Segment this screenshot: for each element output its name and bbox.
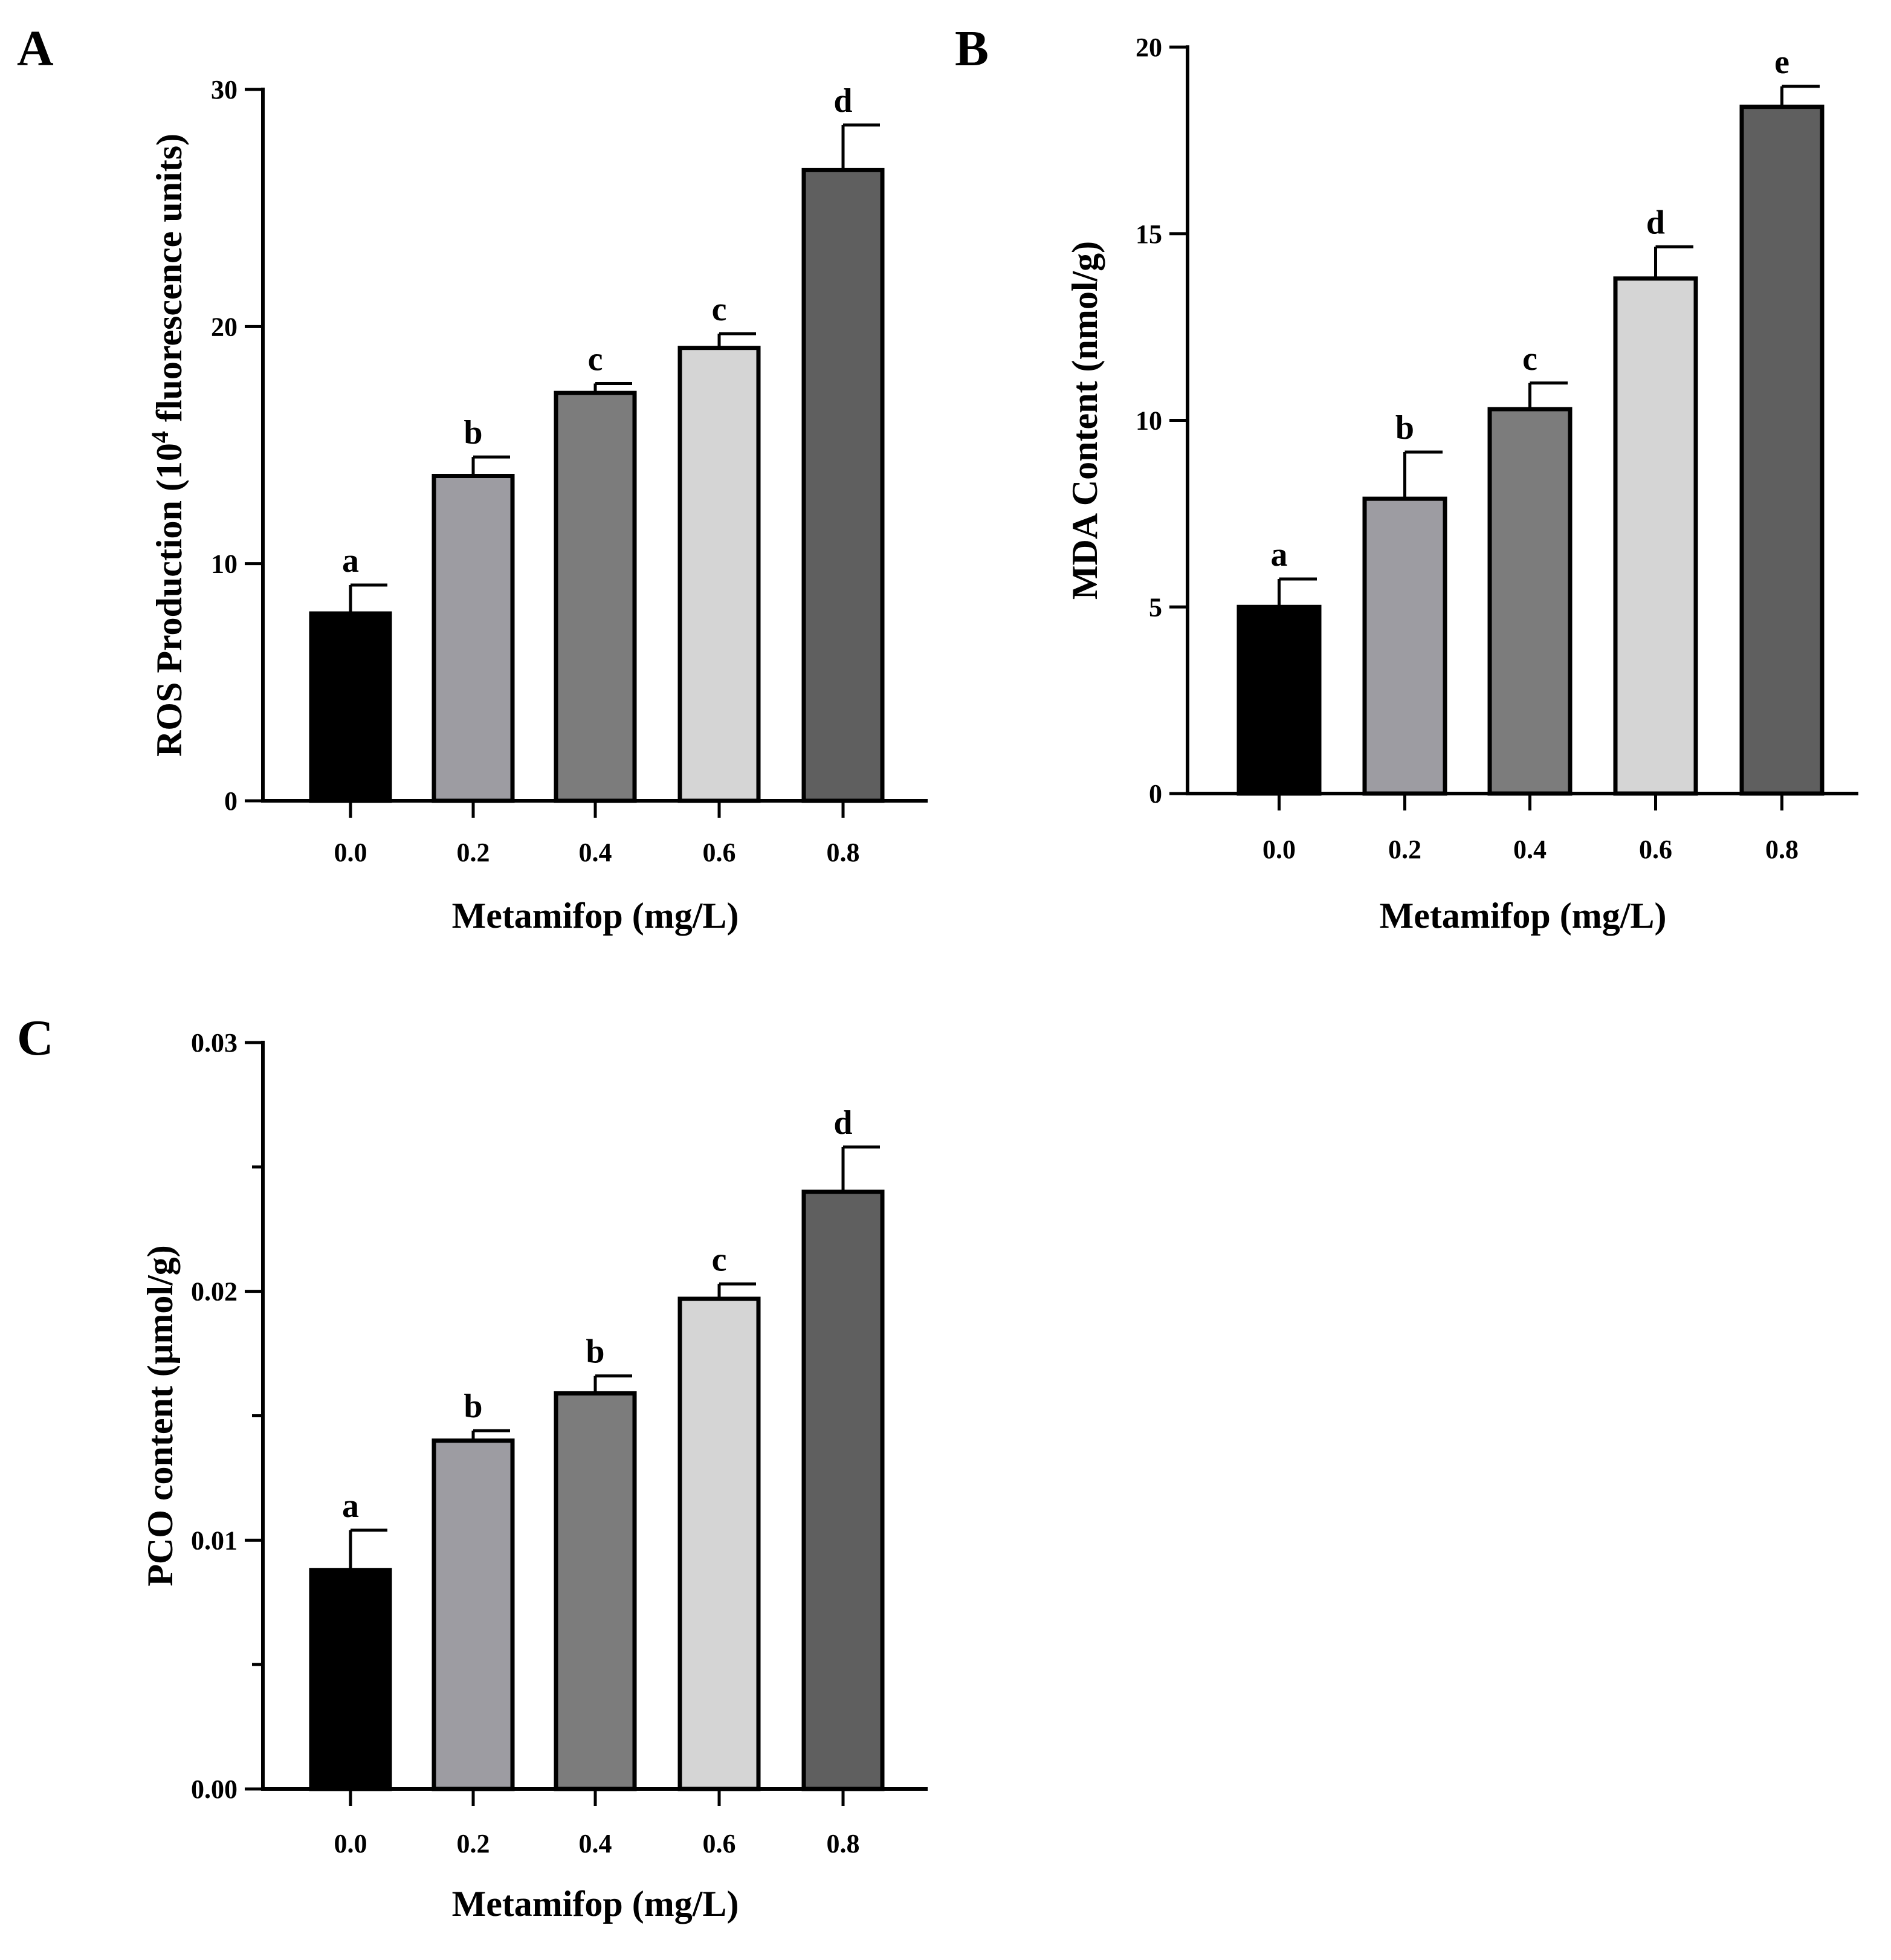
y-tick-label: 10 xyxy=(211,549,238,579)
x-tick-label: 0.8 xyxy=(1765,835,1799,864)
y-axis-title: ROS Production (104 fluorescence units) xyxy=(146,134,190,757)
y-axis-title: MDA Content (nmol/g) xyxy=(1065,241,1105,600)
bar xyxy=(677,1296,761,1791)
significance-letter: b xyxy=(1395,409,1414,447)
x-tick-label: 0.2 xyxy=(1388,835,1421,864)
x-tick-label: 0.6 xyxy=(703,1829,736,1858)
y-tick-label: 30 xyxy=(211,75,238,105)
y-tick-label: 0.01 xyxy=(191,1525,238,1555)
bar xyxy=(1487,407,1573,796)
x-tick-label: 0.0 xyxy=(334,1829,367,1858)
significance-letter: b xyxy=(464,414,482,451)
x-axis-title: Metamifop (mg/L) xyxy=(452,896,739,936)
significance-letter: a xyxy=(342,1487,359,1525)
panel-B: B 0 5 10 15 20 a 0.0 b 0.2 c 0.4 d 0.6 e 0.8 Metamifop (… xyxy=(955,21,1858,936)
y-tick-label: 20 xyxy=(211,312,238,341)
significance-letter: c xyxy=(588,340,603,378)
x-tick-label: 0.0 xyxy=(1262,835,1296,864)
y-tick-label: 10 xyxy=(1136,406,1162,436)
y-tick-label: 20 xyxy=(1136,33,1162,62)
y-tick-label: 5 xyxy=(1149,592,1162,622)
bar xyxy=(554,1391,637,1791)
panel-C: C 0.00 0.01 0.02 0.03 a 0.0 b 0.2 b 0.4 c 0.6 d 0.8 Met… xyxy=(17,1010,928,1924)
bar xyxy=(1739,105,1825,796)
x-tick-label: 0.4 xyxy=(579,838,612,867)
bar xyxy=(554,390,637,803)
x-tick-label: 0.2 xyxy=(457,838,490,867)
bar xyxy=(801,167,885,803)
significance-letter: d xyxy=(1646,204,1665,241)
y-tick-label: 0.02 xyxy=(191,1277,238,1307)
y-tick-label: 15 xyxy=(1136,219,1162,249)
bar xyxy=(432,474,515,803)
x-tick-label: 0.4 xyxy=(1513,835,1547,864)
bar xyxy=(677,346,761,803)
y-tick-label: 0.03 xyxy=(191,1028,238,1058)
significance-letter: d xyxy=(833,1104,852,1142)
x-tick-label: 0.2 xyxy=(457,1829,490,1858)
y-axis-title: PCO content (µmol/g) xyxy=(140,1245,180,1586)
significance-letter: b xyxy=(464,1388,482,1425)
y-tick-label: 0.00 xyxy=(191,1774,238,1804)
bar xyxy=(1362,496,1447,796)
x-tick-label: 0.6 xyxy=(1639,835,1672,864)
panel-label: A xyxy=(17,21,54,77)
bar xyxy=(309,1568,392,1791)
bar xyxy=(801,1189,885,1791)
y-tick-label: 0 xyxy=(1149,779,1162,809)
x-axis-title: Metamifop (mg/L) xyxy=(1380,896,1667,936)
y-tick-label: 0 xyxy=(224,786,238,816)
x-tick-label: 0.0 xyxy=(334,838,367,867)
significance-letter: c xyxy=(712,291,727,328)
x-tick-label: 0.4 xyxy=(579,1829,612,1858)
significance-letter: c xyxy=(712,1241,727,1278)
x-axis-title: Metamifop (mg/L) xyxy=(452,1884,739,1924)
bar xyxy=(432,1438,515,1791)
significance-letter: e xyxy=(1774,44,1789,81)
panel-A: A 0 10 20 30 a 0.0 b 0.2 c 0.4 c 0.6 d 0.8 Metamifop (m… xyxy=(17,21,928,936)
panel-label: C xyxy=(17,1010,54,1066)
x-tick-label: 0.6 xyxy=(703,838,736,867)
significance-letter: d xyxy=(833,82,852,120)
x-tick-label: 0.8 xyxy=(827,838,860,867)
significance-letter: c xyxy=(1522,340,1537,378)
significance-letter: b xyxy=(586,1333,604,1371)
significance-letter: a xyxy=(1271,536,1288,574)
significance-letter: a xyxy=(342,542,359,580)
bar xyxy=(1613,276,1698,796)
x-tick-label: 0.8 xyxy=(827,1829,860,1858)
panel-label: B xyxy=(955,21,989,77)
bar xyxy=(1236,604,1322,796)
bar xyxy=(309,611,392,803)
